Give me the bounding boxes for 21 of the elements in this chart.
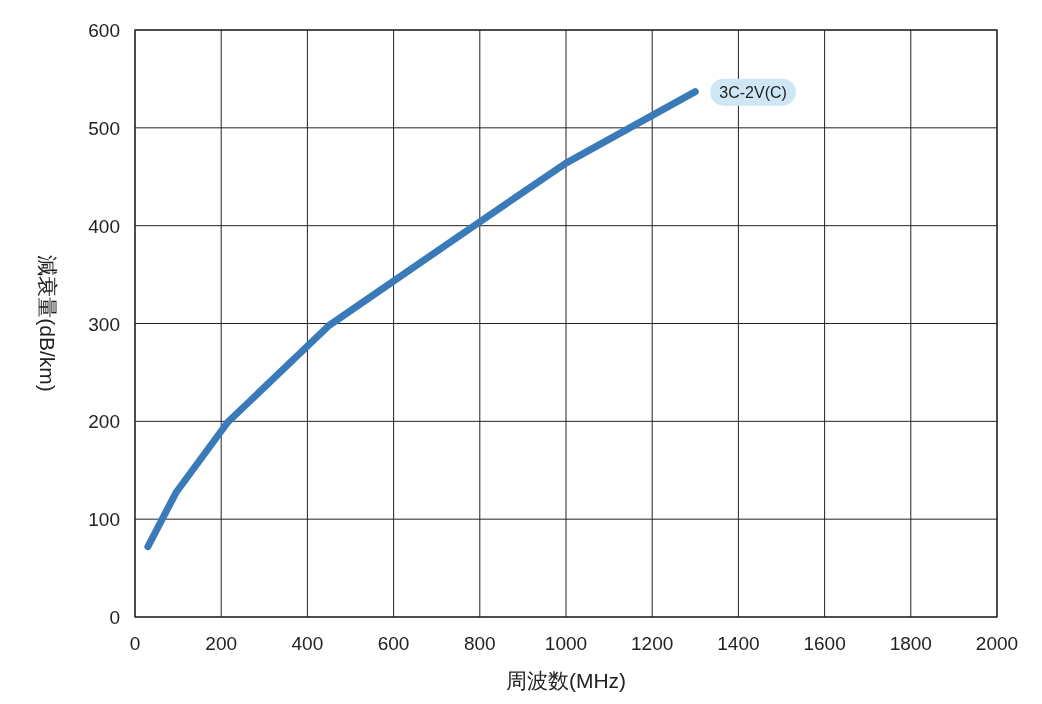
x-tick-label: 1000 bbox=[544, 633, 588, 654]
x-tick-label: 1400 bbox=[717, 633, 760, 654]
x-tick-label: 0 bbox=[129, 633, 141, 654]
y-tick-label: 600 bbox=[88, 20, 120, 41]
y-axis-title: 減衰量(dB/km) bbox=[36, 255, 59, 392]
y-tick-label: 100 bbox=[88, 509, 120, 531]
y-tick-label: 400 bbox=[88, 215, 120, 237]
x-tick-label: 800 bbox=[463, 633, 496, 654]
x-tick-label: 200 bbox=[205, 633, 238, 654]
y-tick-label: 500 bbox=[88, 117, 120, 139]
x-axis-title: 周波数(MHz) bbox=[505, 669, 627, 692]
x-tick-label: 2000 bbox=[975, 633, 1019, 654]
y-tick-label: 200 bbox=[88, 411, 120, 433]
series-label: 3C-2V(C) bbox=[719, 83, 787, 101]
x-tick-label: 400 bbox=[291, 633, 324, 654]
y-tick-label: 300 bbox=[88, 313, 120, 335]
x-tick-label: 1200 bbox=[631, 633, 674, 654]
x-tick-label: 1600 bbox=[803, 633, 846, 654]
x-tick-label: 1800 bbox=[889, 633, 932, 654]
y-tick-label: 0 bbox=[109, 607, 120, 628]
x-tick-label: 600 bbox=[377, 633, 410, 654]
